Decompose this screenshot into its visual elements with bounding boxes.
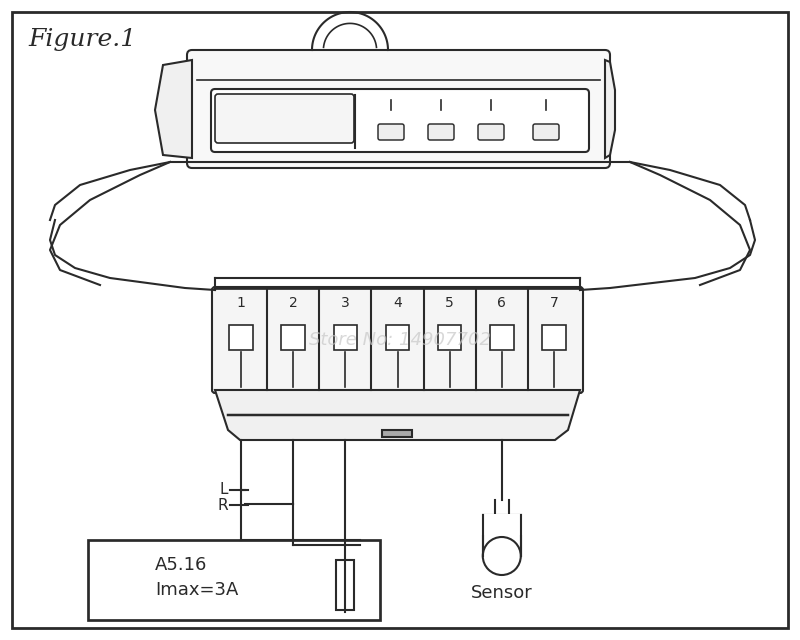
- Bar: [542, 325, 566, 350]
- Text: Imax=3A: Imax=3A: [155, 581, 238, 599]
- Polygon shape: [605, 60, 615, 158]
- Bar: [382, 430, 412, 437]
- Text: 6: 6: [498, 296, 506, 310]
- Ellipse shape: [482, 537, 521, 575]
- FancyBboxPatch shape: [478, 124, 504, 140]
- Text: A5.16: A5.16: [155, 556, 207, 574]
- Text: 7: 7: [550, 296, 558, 310]
- FancyBboxPatch shape: [428, 124, 454, 140]
- FancyBboxPatch shape: [215, 94, 354, 143]
- Bar: [386, 325, 410, 350]
- Bar: [336, 560, 354, 610]
- Text: 2: 2: [289, 296, 298, 310]
- Text: 1: 1: [237, 296, 246, 310]
- Text: 5: 5: [446, 296, 454, 310]
- Bar: [490, 325, 514, 350]
- Bar: [88, 540, 380, 620]
- Bar: [334, 325, 357, 350]
- Bar: [282, 325, 305, 350]
- Text: R: R: [218, 497, 228, 513]
- Bar: [438, 325, 462, 350]
- Text: Figure.1: Figure.1: [28, 28, 136, 51]
- Text: 3: 3: [341, 296, 350, 310]
- FancyBboxPatch shape: [187, 50, 610, 168]
- Bar: [230, 325, 253, 350]
- FancyBboxPatch shape: [212, 287, 583, 393]
- Text: L: L: [219, 483, 228, 497]
- Polygon shape: [155, 60, 192, 158]
- Text: Store No: 14907702: Store No: 14907702: [309, 331, 491, 349]
- Bar: [481, 514, 522, 535]
- FancyBboxPatch shape: [533, 124, 559, 140]
- Text: Sensor: Sensor: [471, 584, 533, 602]
- Polygon shape: [215, 390, 580, 440]
- FancyBboxPatch shape: [211, 89, 589, 152]
- FancyBboxPatch shape: [378, 124, 404, 140]
- Text: 4: 4: [393, 296, 402, 310]
